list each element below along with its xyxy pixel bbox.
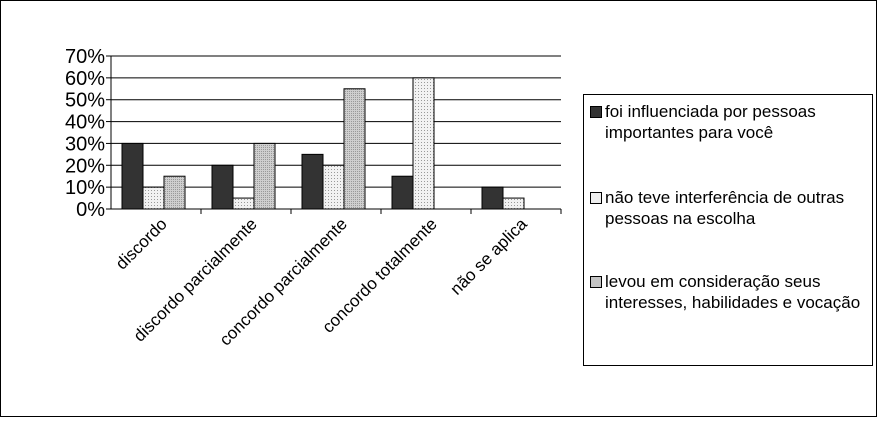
- y-tick-label-2: 20%: [65, 155, 105, 177]
- x-tick-label-4: não se aplica: [447, 214, 532, 299]
- x-tick-label-0: discordo: [112, 214, 171, 273]
- legend-swatch-series-2: [590, 192, 602, 204]
- y-tick-label-4: 40%: [65, 112, 105, 134]
- y-tick-label-3: 30%: [65, 133, 105, 155]
- bar-1-3: [391, 175, 414, 210]
- y-tick-label-0: 0%: [76, 199, 105, 221]
- legend-entry-series-1: foi influenciada por pessoas importantes…: [590, 101, 867, 143]
- y-tick-label-5: 50%: [65, 90, 105, 112]
- bar-2-0: [142, 186, 165, 210]
- bar-2-2: [322, 164, 345, 210]
- y-tick-label-1: 10%: [65, 177, 105, 199]
- bar-3-0: [163, 175, 186, 210]
- legend-entry-series-2: não teve interferência de outras pessoas…: [590, 187, 867, 229]
- bar-1-2: [301, 153, 324, 210]
- bar-1-4: [481, 186, 504, 210]
- bar-2-4: [502, 197, 525, 210]
- legend-label-series-2: não teve interferência de outras pessoas…: [605, 188, 845, 228]
- bar-2-3: [412, 77, 435, 210]
- y-tick-label-7: 70%: [65, 46, 105, 68]
- bar-3-1: [253, 142, 276, 210]
- y-tick-label-6: 60%: [65, 68, 105, 90]
- legend-entry-series-3: levou em consideração seus interesses, h…: [590, 271, 867, 313]
- bar-3-2: [343, 88, 366, 210]
- legend-label-series-1: foi influenciada por pessoas importantes…: [605, 102, 816, 142]
- legend-swatch-series-1: [590, 106, 602, 118]
- legend-swatch-series-3: [590, 276, 602, 288]
- legend-label-series-3: levou em consideração seus interesses, h…: [605, 272, 861, 312]
- bar-1-1: [211, 164, 234, 210]
- bar-1-0: [121, 142, 144, 210]
- bar-2-1: [232, 197, 255, 210]
- legend: foi influenciada por pessoas importantes…: [583, 94, 873, 366]
